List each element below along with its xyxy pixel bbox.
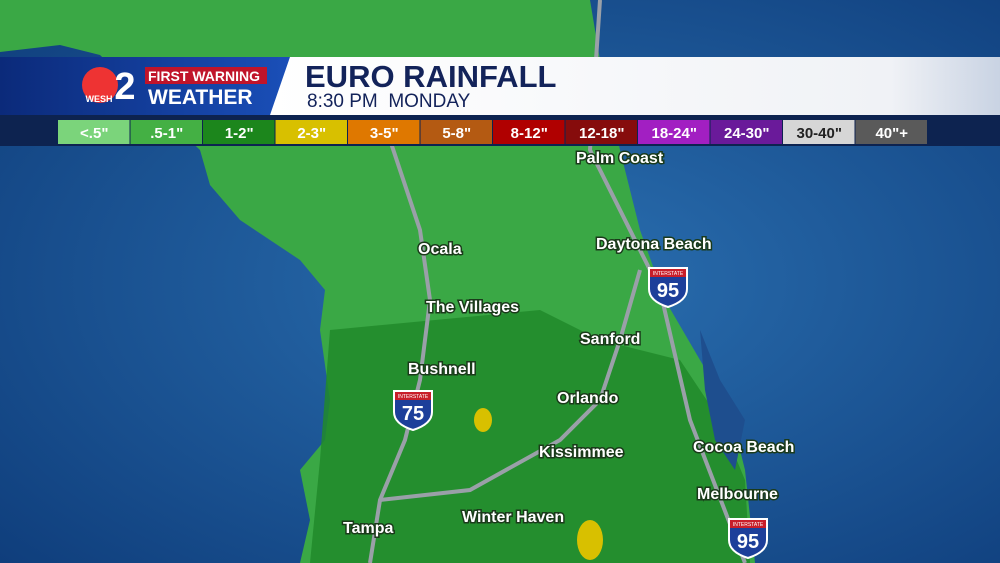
logo-number: 2 [114,66,135,108]
legend-label: 1-2" [225,125,254,142]
interstate-shield: INTERSTATE 95 [648,267,688,309]
legend-label: 40"+ [875,125,908,142]
shield-top-label: INTERSTATE [398,394,429,400]
city-label: The Villages [426,299,519,316]
city-label: Cocoa Beach [693,439,794,456]
lagoon [700,330,745,470]
legend-swatch [855,120,927,144]
city-label: Bushnell [408,361,476,378]
shield-top [395,392,431,400]
shields: INTERSTATE 95 INTERSTATE 75 INTERSTATE 95 [393,267,768,560]
legend-swatch [130,120,202,144]
legend-swatch [783,120,855,144]
legend-swatch [420,120,492,144]
shield-shape [728,518,768,560]
shield-number: 95 [737,531,759,553]
legend-label: 8-12" [511,125,548,142]
city-labels: Palm Coast Daytona Beach Ocala The Villa… [342,149,796,539]
legend-swatch [203,120,275,144]
interstate-shield: INTERSTATE 95 [728,518,768,560]
city-label: Orlando [557,390,619,407]
legend-swatch [58,120,130,144]
legend-swatch [275,120,347,144]
legend-label: 12-18" [579,125,624,142]
city-label: Palm Coast [576,150,664,167]
interstate-shield: INTERSTATE 75 [393,390,433,432]
subtitle: 8:30 PM MONDAY [307,91,471,112]
city-label: Ocala [418,241,462,258]
shield-number: 75 [402,403,424,425]
legend-swatch [348,120,420,144]
city-label: Kissimmee [539,444,624,461]
rain-spot [577,520,603,560]
legend-label: 3-5" [370,125,399,142]
legend-label: 30-40" [797,125,842,142]
shield-number: 95 [657,280,679,302]
shield-shape [648,267,688,309]
title: EURO RAINFALL [305,59,556,94]
legend-swatch [638,120,710,144]
shield-shape [393,390,433,432]
legend-label: 24-30" [724,125,769,142]
logo-station: WESH [86,94,113,104]
city-label: Tampa [343,520,393,537]
legend-label: <.5" [80,125,108,142]
shield-top-label: INTERSTATE [733,522,764,528]
shield-top [650,269,686,277]
logo-tag-bg [145,67,267,84]
legend-swatch [493,120,565,144]
city-label: Winter Haven [462,509,564,526]
city-label: Melbourne [697,486,778,503]
logo-peacock [82,67,118,103]
city-label: Daytona Beach [596,236,712,253]
legend-label: .5-1" [150,125,183,142]
legend-swatch [710,120,782,144]
shield-top-label: INTERSTATE [653,271,684,277]
rain-spot [474,408,492,432]
legend-label: 18-24" [652,125,697,142]
legend-label: 5-8" [442,125,471,142]
logo-brand: WEATHER [148,86,253,109]
title-panel [270,57,1000,115]
logo-panel [0,57,290,115]
city-label: Sanford [580,331,640,348]
legend-swatch [565,120,637,144]
logo-tagline: FIRST WARNING [148,68,260,84]
shield-top [730,520,766,528]
legend: <.5" .5-1" 1-2" 2-3" 3-5" 5-8" 8-12" 12-18" 18-2… [58,120,927,144]
legend-label: 2-3" [297,125,326,142]
